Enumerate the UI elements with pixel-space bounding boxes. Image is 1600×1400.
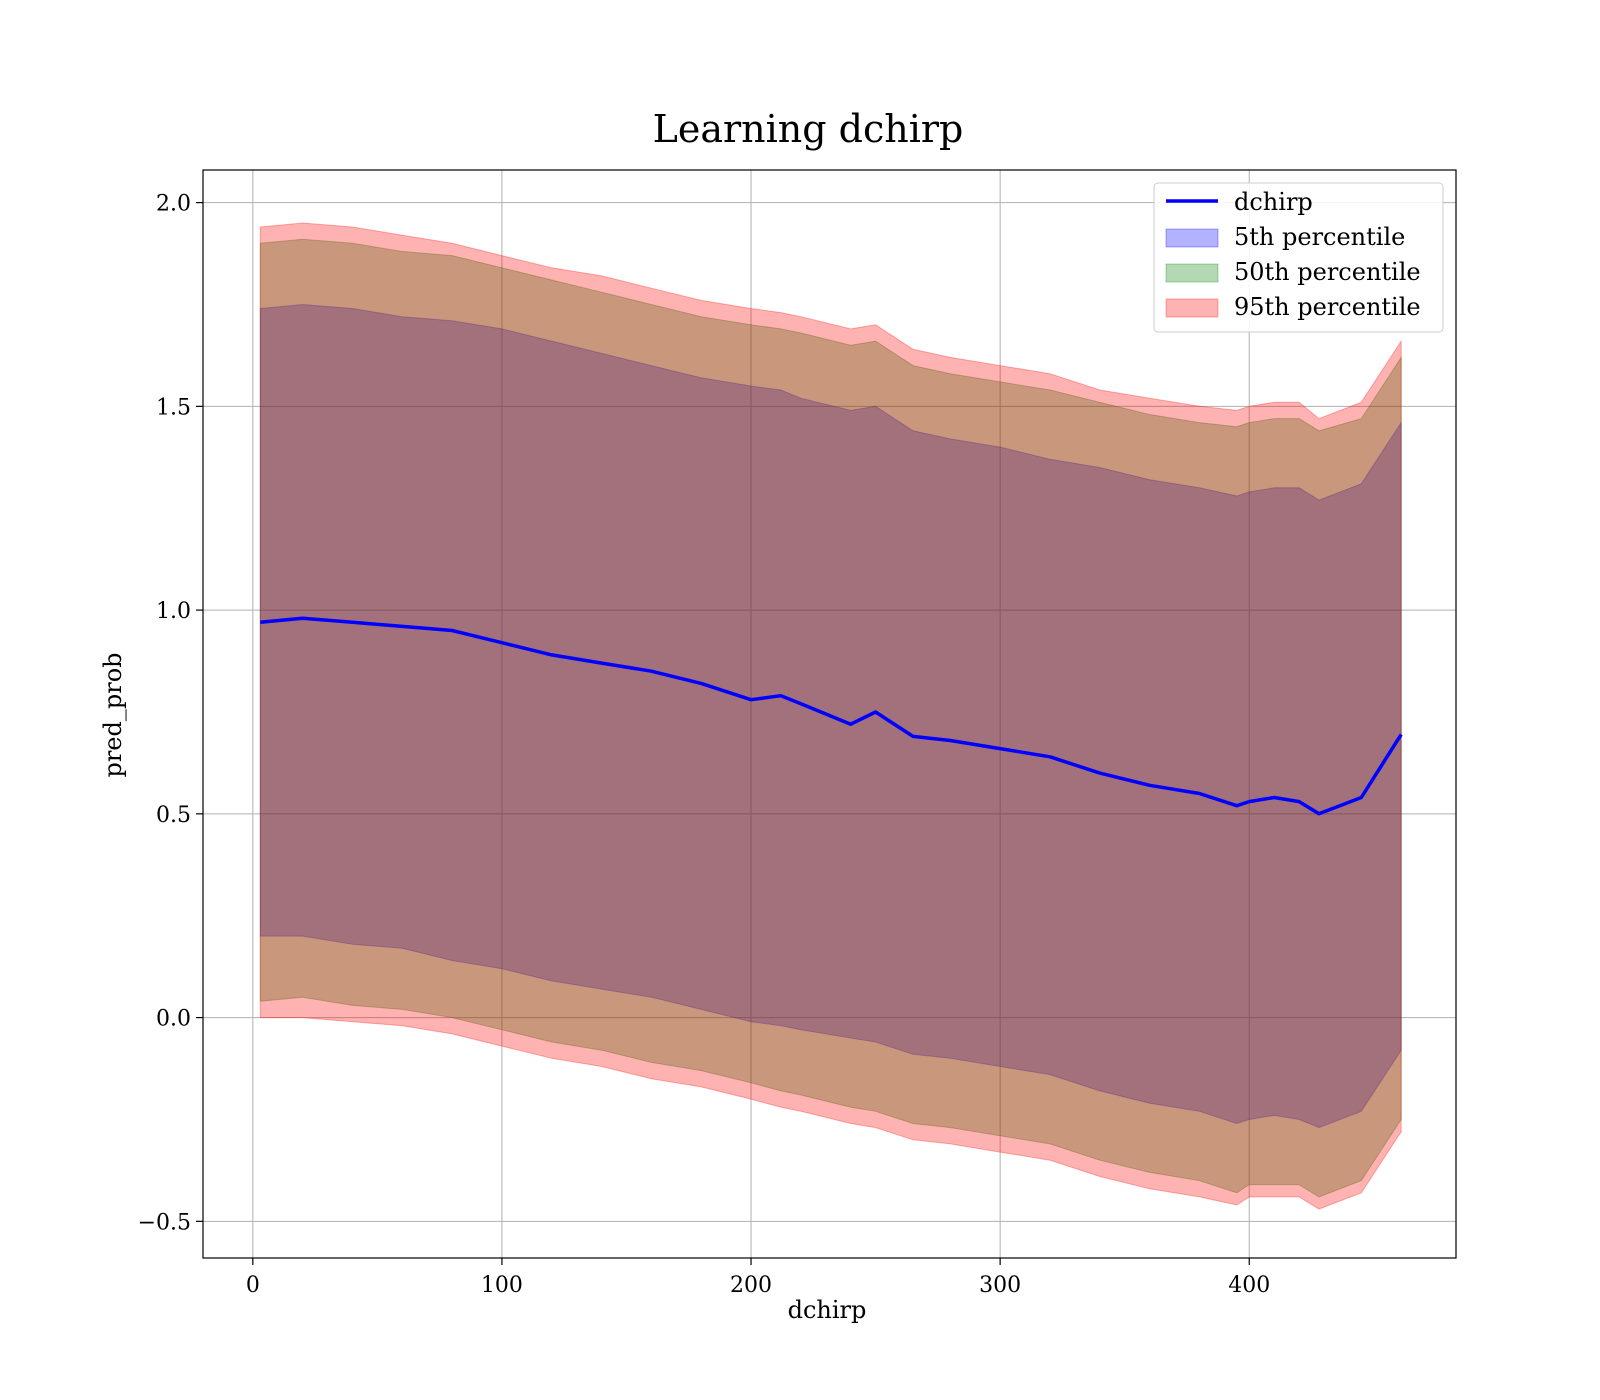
line-0 [260, 616, 1403, 816]
y-tick-label: 1.5 [156, 395, 191, 420]
x-tick-label: 200 [730, 1273, 772, 1298]
legend-label-50th: 50th percentile [1234, 258, 1421, 286]
x-tick-label: 0 [246, 1273, 260, 1298]
y-axis-ticks: −0.5 0.0 0.5 1.0 1.5 2.0 [138, 192, 203, 1235]
x-tick-label: 100 [481, 1273, 523, 1298]
chart-title: Learning dchirp [653, 107, 964, 151]
legend-box [1153, 182, 1444, 333]
y-tick-label: 0.0 [156, 1007, 191, 1032]
legend-label-5th: 5th percentile [1234, 223, 1405, 251]
legend-swatch-5th [1165, 228, 1219, 248]
x-tick-label: 400 [1228, 1273, 1270, 1298]
x-axis-ticks: 0 100 200 300 400 [246, 1258, 1270, 1298]
x-tick-label: 300 [979, 1273, 1021, 1298]
y-tick-label: 2.0 [156, 192, 191, 217]
legend-label-95th: 95th percentile [1234, 293, 1421, 321]
legend-swatch-95th [1165, 298, 1219, 318]
y-axis-label: pred_prob [99, 652, 127, 777]
y-tick-label: −0.5 [138, 1210, 191, 1235]
x-axis-label: dchirp [788, 1296, 867, 1324]
band-2 [259, 238, 1402, 1198]
y-tick-label: 0.5 [156, 803, 191, 828]
legend: dchirp 5th percentile 50th percentile 95… [1153, 182, 1444, 333]
line-layer [260, 616, 1403, 816]
legend-swatch-50th [1165, 263, 1219, 283]
plot-frame [202, 169, 1457, 1259]
legend-label-dchirp: dchirp [1234, 188, 1313, 216]
y-tick-label: 1.0 [156, 599, 191, 624]
